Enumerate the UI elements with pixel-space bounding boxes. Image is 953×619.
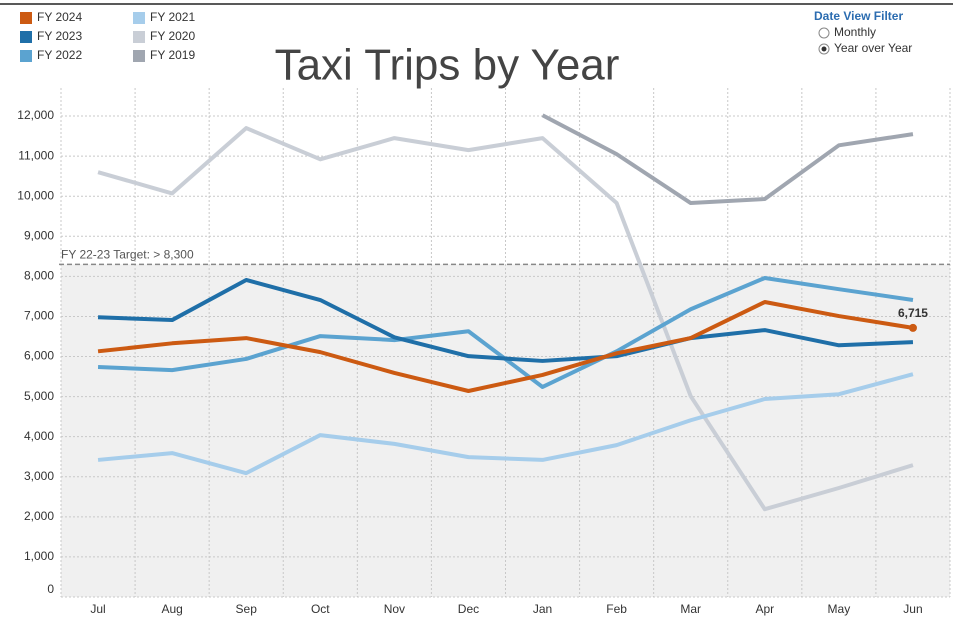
x-tick-label: Feb <box>606 602 627 616</box>
chart-title: Taxi Trips by Year <box>275 41 620 90</box>
series-line <box>97 300 914 393</box>
y-tick-label: 8,000 <box>24 269 54 283</box>
legend-swatch <box>20 50 32 62</box>
x-tick-label: Aug <box>161 602 182 616</box>
y-tick-label: 7,000 <box>24 309 54 323</box>
y-tick-label: 9,000 <box>24 228 54 242</box>
x-tick-label: Apr <box>755 602 774 616</box>
legend-swatch <box>133 50 145 62</box>
radio[interactable] <box>818 27 830 39</box>
radio-label[interactable]: Year over Year <box>834 41 912 55</box>
legend-swatch <box>20 12 32 24</box>
x-tick-label: Mar <box>680 602 701 616</box>
legend-label: FY 2024 <box>37 10 82 24</box>
radio-dot[interactable] <box>821 46 827 52</box>
y-tick-label: 11,000 <box>18 148 54 162</box>
y-tick-label: 0 <box>47 582 54 596</box>
y-tick-label: 3,000 <box>24 469 54 483</box>
series-line <box>97 277 914 363</box>
legend-label: FY 2021 <box>150 10 195 24</box>
x-tick-label: May <box>828 602 851 616</box>
legend-label: FY 2023 <box>37 29 82 43</box>
x-tick-label: Jun <box>903 602 922 616</box>
legend-label: FY 2019 <box>150 48 195 62</box>
legend-swatch <box>133 31 145 43</box>
legend-label: FY 2020 <box>150 29 195 43</box>
x-tick-label: Dec <box>458 602 479 616</box>
target-label: FY 22-23 Target: > 8,300 <box>61 248 194 262</box>
x-tick-label: Nov <box>384 602 405 616</box>
series-line <box>97 126 914 512</box>
data-label: 6,715 <box>898 306 928 320</box>
series-line <box>541 113 914 206</box>
filter-title: Date View Filter <box>814 9 903 23</box>
y-tick-label: 12,000 <box>17 108 54 122</box>
x-tick-label: Sep <box>236 602 258 616</box>
x-tick-label: Jan <box>533 602 552 616</box>
y-tick-label: 1,000 <box>24 549 54 563</box>
y-tick-label: 2,000 <box>24 509 54 523</box>
y-tick-label: 5,000 <box>24 389 54 403</box>
legend-swatch <box>133 12 145 24</box>
series-line <box>97 372 914 476</box>
y-tick-label: 10,000 <box>17 188 54 202</box>
target-zone <box>61 264 950 597</box>
x-tick-label: Jul <box>90 602 105 616</box>
end-dot <box>908 323 917 332</box>
radio-label[interactable]: Monthly <box>834 25 876 39</box>
legend-label: FY 2022 <box>37 48 82 62</box>
legend-swatch <box>20 31 32 43</box>
y-tick-label: 6,000 <box>24 349 54 363</box>
x-tick-label: Oct <box>311 602 330 616</box>
y-tick-label: 4,000 <box>24 429 54 443</box>
